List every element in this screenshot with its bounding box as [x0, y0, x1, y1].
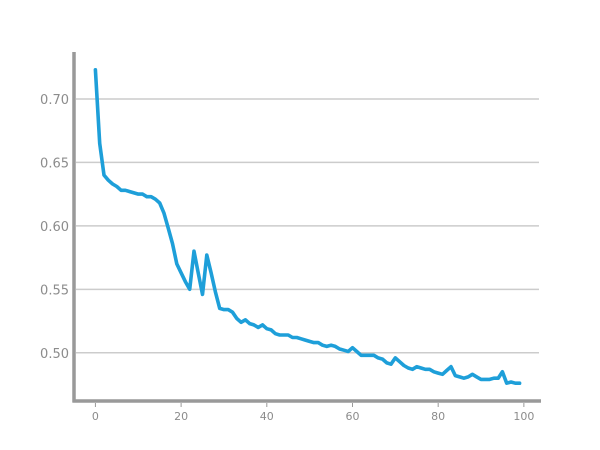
y-tick-label-4: 0.70 [40, 93, 69, 108]
x-tick-label-1: 20 [174, 410, 188, 423]
x-tick-label-4: 80 [431, 410, 445, 423]
y-tick-label-3: 0.65 [40, 156, 69, 171]
y-tick-label-1: 0.55 [40, 283, 69, 298]
gridlines [76, 98, 539, 354]
x-tick-label-2: 40 [260, 410, 274, 423]
series-layer [93, 68, 522, 386]
y-tick-label-2: 0.60 [40, 220, 69, 235]
x-tick-label-0: 0 [92, 410, 99, 423]
x-tick-label-3: 60 [345, 410, 359, 423]
y-tick-label-0: 0.50 [40, 347, 69, 362]
x-tick-label-5: 100 [513, 410, 534, 423]
series-line-0 [93, 68, 522, 386]
tick-labels: 0 20 40 60 80 100 0.50 0.55 0.60 0.65 0.70 [40, 93, 534, 423]
axes [72, 52, 541, 407]
